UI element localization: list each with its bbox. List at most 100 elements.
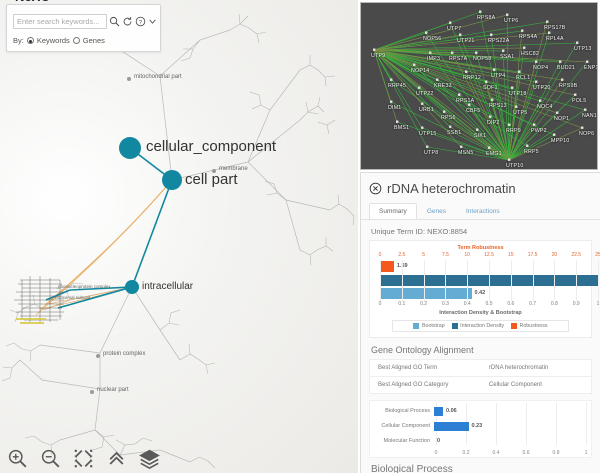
gene-label-emg1[interactable]: EMG1 <box>486 151 502 157</box>
gene-label-nan1[interactable]: NAN1 <box>582 113 597 119</box>
gene-label-noc4[interactable]: NOC4 <box>537 104 553 110</box>
chevrons-up-icon[interactable] <box>105 447 127 469</box>
go-bar-value: 0.23 <box>471 423 483 429</box>
network-canvas[interactable]: cellular_component cell part intracellul… <box>0 0 358 473</box>
go-axis-tick: 0.4 <box>492 450 500 456</box>
gene-label-hsc82[interactable]: HSC82 <box>521 51 540 57</box>
gene-label-rps9b[interactable]: RPS9B <box>559 83 578 89</box>
gene-label-nop58[interactable]: NOP58 <box>473 56 492 62</box>
help-icon[interactable]: ? <box>135 15 146 28</box>
gene-label-rps8a[interactable]: RPS8A <box>477 15 496 21</box>
gene-label-pol5[interactable]: POL5 <box>572 98 587 104</box>
chevron-down-icon[interactable] <box>148 15 157 28</box>
gene-label-utp13[interactable]: UTP13 <box>574 46 592 52</box>
gene-label-nop56[interactable]: NOP56 <box>423 36 442 42</box>
gene-label-rps22a[interactable]: RPS22A <box>488 38 510 44</box>
chart-xlabel: Interaction Density & Bootstrap <box>439 310 522 316</box>
gene-label-utp15[interactable]: UTP15 <box>419 131 437 137</box>
gene-label-rps1a[interactable]: RPS1A <box>456 98 475 104</box>
layers-icon[interactable] <box>138 447 160 469</box>
gene-label-rrp5[interactable]: RRP5 <box>524 149 539 155</box>
legend-item-interaction-density[interactable]: Interaction Density <box>451 323 504 329</box>
go-alignment-chart: 0 0.2 0.4 0.6 0.8 1 Biological Process 0.06 Cell… <box>369 400 592 458</box>
gene-label-dim1[interactable]: DIM1 <box>388 105 402 111</box>
gene-label-nop14[interactable]: NOP14 <box>411 68 430 74</box>
gridline <box>467 260 469 301</box>
bar-value-bootstrap: 0.42 <box>474 290 486 296</box>
gene-label-utp20[interactable]: UTP20 <box>533 85 551 91</box>
graph-node-membrane[interactable] <box>212 169 216 173</box>
gene-ontology-alignment-heading: Gene Ontology Alignment <box>371 345 474 355</box>
graph-toolbar[interactable] <box>6 447 160 469</box>
close-circle-icon[interactable] <box>369 182 382 195</box>
search-input[interactable] <box>13 13 107 29</box>
gene-label-nop6[interactable]: NOP6 <box>579 131 595 137</box>
top-axis-tick: 10 <box>464 252 470 258</box>
gene-label-utp4[interactable]: UTP4 <box>491 73 506 79</box>
gene-label-utp21[interactable]: UTP21 <box>457 38 475 44</box>
graph-node-label-cellular-component: cellular_component <box>146 138 277 155</box>
go-bar-row: Molecular Function 0 <box>370 433 591 449</box>
gene-label-rpl4a[interactable]: RPL4A <box>546 36 564 42</box>
refresh-icon[interactable] <box>122 15 133 28</box>
gene-label-mpp10[interactable]: MPP10 <box>551 138 570 144</box>
top-axis-tick: 20 <box>551 252 558 258</box>
detail-tabs[interactable]: Summary Genes Interactions <box>361 203 600 220</box>
gene-interaction-network[interactable]: UTP9 UTP7 RPS8A UTP6 RPS17B NOP56 UTP21 RPS22A R… <box>360 2 598 170</box>
gene-label-utp10[interactable]: UTP10 <box>506 163 524 169</box>
gene-label-kre33[interactable]: KRE33 <box>434 83 452 89</box>
radio-genes[interactable] <box>72 37 80 44</box>
graph-node-mitochondrial-part[interactable] <box>127 77 131 81</box>
search-panel[interactable]: NeXO ? By: Keywords Genes <box>6 0 161 52</box>
gene-label-utp5[interactable]: UTP5 <box>513 110 528 116</box>
gene-label-rrp12[interactable]: RRP12 <box>463 75 482 81</box>
bottom-axis-tick: 0.7 <box>529 301 537 307</box>
gene-label-nop4[interactable]: NOP4 <box>533 65 549 71</box>
gene-label-ssb1[interactable]: SSB1 <box>447 130 462 136</box>
search-icon[interactable] <box>109 15 120 28</box>
graph-node-cellular-component[interactable] <box>119 137 141 159</box>
gene-label-bud21[interactable]: BUD21 <box>557 65 576 71</box>
graph-node-intracellular[interactable] <box>125 280 139 294</box>
gene-label-rps6[interactable]: RPS6 <box>441 115 456 121</box>
graph-node-nuclear-part[interactable] <box>90 390 94 394</box>
tab-genes[interactable]: Genes <box>426 208 446 215</box>
gene-label-utp9[interactable]: UTP9 <box>371 53 386 59</box>
gene-label-ssa1[interactable]: SSA1 <box>500 54 515 60</box>
legend-item-robustness[interactable]: Robustness <box>511 323 548 329</box>
gene-label-utp7[interactable]: UTP7 <box>447 26 462 32</box>
gene-label-utp8[interactable]: UTP8 <box>424 150 439 156</box>
gene-label-sof1[interactable]: SOF1 <box>483 85 498 91</box>
zoom-in-icon[interactable] <box>6 447 28 469</box>
gene-label-rrp9[interactable]: RRP9 <box>506 128 521 134</box>
gene-label-rps17b[interactable]: RPS17B <box>544 25 566 31</box>
gene-label-nop1[interactable]: NOP1 <box>554 116 570 122</box>
tab-summary[interactable]: Summary <box>369 203 417 219</box>
gene-label-rcl1[interactable]: RCL1 <box>516 75 531 81</box>
gene-label-utp6[interactable]: UTP6 <box>504 18 519 24</box>
gene-label-pwp2[interactable]: PWP2 <box>531 128 547 134</box>
zoom-out-icon[interactable] <box>39 447 61 469</box>
graph-node-protein-complex[interactable] <box>96 354 100 358</box>
gene-label-urb1[interactable]: URB1 <box>419 107 434 113</box>
gene-label-bms1[interactable]: BMS1 <box>394 125 410 131</box>
gene-label-rps13[interactable]: RPS13 <box>489 103 507 109</box>
gene-label-cbf5[interactable]: CBF5 <box>466 108 481 114</box>
gene-label-utp22[interactable]: UTP22 <box>416 91 434 97</box>
gene-label-msn5[interactable]: MSN5 <box>458 150 474 156</box>
fit-screen-icon[interactable] <box>72 447 94 469</box>
gene-label-rrp45[interactable]: RRP45 <box>388 83 407 89</box>
gene-label-rps7a[interactable]: RPS7A <box>449 56 468 62</box>
bar-bootstrap <box>380 288 472 299</box>
graph-node-cell-part[interactable] <box>162 170 182 190</box>
gene-label-imp3[interactable]: IMP3 <box>427 56 441 62</box>
radio-keywords[interactable] <box>26 37 34 44</box>
gene-label-enp1[interactable]: ENP1 <box>584 65 598 71</box>
gene-label-sik1[interactable]: SIK1 <box>474 133 487 139</box>
tab-interactions[interactable]: Interactions <box>465 208 500 215</box>
legend-item-bootstrap[interactable]: Bootstrap <box>413 323 445 329</box>
go-category-label: Molecular Function <box>383 438 430 444</box>
gene-label-utp18[interactable]: UTP18 <box>509 91 527 97</box>
gene-label-rps4a[interactable]: RPS4A <box>519 34 538 40</box>
gene-label-dip2[interactable]: DIP2 <box>487 120 500 126</box>
